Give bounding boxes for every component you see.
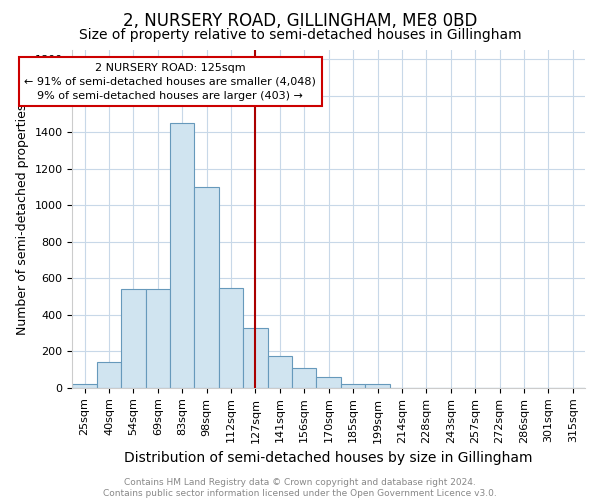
Text: 2, NURSERY ROAD, GILLINGHAM, ME8 0BD: 2, NURSERY ROAD, GILLINGHAM, ME8 0BD — [123, 12, 477, 30]
Text: Size of property relative to semi-detached houses in Gillingham: Size of property relative to semi-detach… — [79, 28, 521, 42]
Bar — [268, 356, 292, 388]
Text: 2 NURSERY ROAD: 125sqm
← 91% of semi-detached houses are smaller (4,048)
9% of s: 2 NURSERY ROAD: 125sqm ← 91% of semi-det… — [24, 63, 316, 101]
Bar — [146, 289, 170, 388]
Bar — [219, 288, 243, 388]
Bar — [243, 328, 268, 388]
Bar — [97, 362, 121, 388]
Bar — [316, 377, 341, 388]
Bar — [365, 384, 390, 388]
Bar — [341, 384, 365, 388]
Bar — [194, 187, 219, 388]
Bar — [121, 289, 146, 388]
Bar — [73, 384, 97, 388]
Bar — [170, 123, 194, 388]
Text: Contains HM Land Registry data © Crown copyright and database right 2024.
Contai: Contains HM Land Registry data © Crown c… — [103, 478, 497, 498]
Bar — [292, 368, 316, 388]
Y-axis label: Number of semi-detached properties: Number of semi-detached properties — [16, 103, 29, 334]
X-axis label: Distribution of semi-detached houses by size in Gillingham: Distribution of semi-detached houses by … — [124, 451, 533, 465]
